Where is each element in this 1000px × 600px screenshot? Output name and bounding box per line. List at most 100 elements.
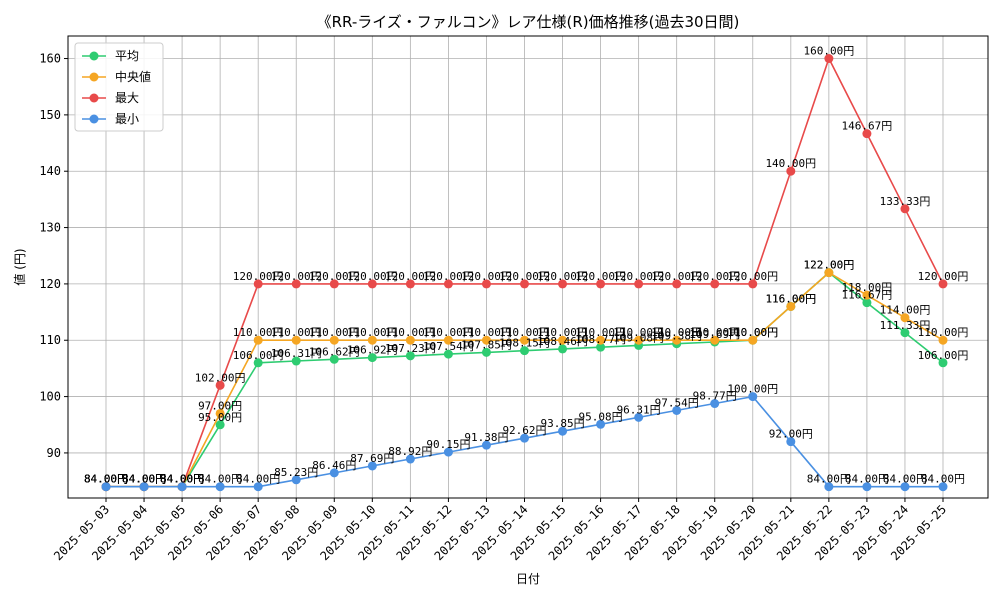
- data-point-平均: [558, 344, 568, 354]
- data-label: 133.33円: [880, 195, 931, 208]
- data-point-中央値: [862, 290, 872, 300]
- data-point-最大: [824, 54, 834, 64]
- data-label: 85.23円: [274, 466, 318, 479]
- data-point-平均: [862, 298, 872, 308]
- data-label: 93.85円: [540, 417, 584, 430]
- data-point-最小: [824, 482, 834, 492]
- data-label: 84.00円: [84, 473, 128, 486]
- data-label: 102.00円: [195, 371, 246, 384]
- data-label: 120.00円: [651, 270, 702, 283]
- data-label: 120.00円: [271, 270, 322, 283]
- data-point-最小: [558, 426, 568, 436]
- legend-marker: [89, 51, 99, 61]
- data-point-中央値: [520, 335, 529, 345]
- data-label: 84.00円: [122, 473, 166, 486]
- data-point-中央値: [253, 335, 263, 345]
- data-label: 107.23円: [385, 342, 436, 355]
- y-tick-label: 140: [39, 164, 61, 178]
- legend-label: 中央値: [115, 69, 151, 84]
- data-label: 110.00円: [689, 326, 740, 339]
- data-label: 110.00円: [347, 326, 398, 339]
- data-label: 91.38円: [464, 431, 508, 444]
- legend-marker: [89, 114, 99, 124]
- data-point-最小: [520, 433, 529, 443]
- data-label: 110.00円: [727, 326, 778, 339]
- data-label: 120.00円: [918, 270, 969, 283]
- data-label: 118.00円: [842, 281, 893, 294]
- data-label: 106.31円: [271, 347, 322, 360]
- data-label: 110.00円: [727, 326, 778, 339]
- data-point-中央値: [481, 335, 491, 345]
- data-label: 97.54円: [655, 396, 699, 409]
- data-point-最小: [291, 475, 301, 485]
- data-label: 84.00円: [845, 473, 889, 486]
- data-label: 122.00円: [803, 259, 854, 272]
- data-label: 140.00円: [765, 157, 816, 170]
- data-label: 84.00円: [883, 473, 927, 486]
- legend-box: [74, 42, 164, 132]
- data-point-最小: [215, 482, 225, 492]
- data-label: 84.00円: [160, 473, 204, 486]
- data-point-最小: [101, 482, 111, 492]
- data-label: 114.00円: [880, 304, 931, 317]
- data-point-平均: [215, 420, 225, 430]
- data-point-中央値: [596, 335, 606, 345]
- legend-marker: [89, 93, 99, 103]
- data-label: 108.15円: [499, 337, 550, 350]
- data-point-最小: [367, 461, 377, 471]
- legend-label: 平均: [115, 49, 139, 63]
- data-label: 100.00円: [727, 383, 778, 396]
- data-label: 84.00円: [236, 473, 280, 486]
- data-label: 120.00円: [727, 270, 778, 283]
- data-label: 90.15円: [426, 438, 470, 451]
- data-label: 108.77円: [575, 333, 626, 346]
- data-label: 160.00円: [803, 45, 854, 58]
- data-point-中央値: [824, 268, 834, 278]
- data-point-平均: [291, 356, 301, 366]
- data-point-中央値: [672, 335, 682, 345]
- data-label: 109.08円: [613, 331, 664, 344]
- data-label: 96.31円: [617, 403, 661, 416]
- y-tick-label: 90: [47, 446, 61, 460]
- data-label: 110.00円: [271, 326, 322, 339]
- data-point-最大: [634, 279, 644, 289]
- data-label: 84.00円: [84, 473, 128, 486]
- data-label: 120.00円: [461, 270, 512, 283]
- data-label: 110.00円: [423, 326, 474, 339]
- data-point-中央値: [786, 301, 796, 311]
- data-point-最大: [329, 279, 339, 289]
- data-label: 84.00円: [122, 473, 166, 486]
- data-label: 84.00円: [921, 473, 965, 486]
- data-point-最大: [481, 279, 491, 289]
- data-label: 97.00円: [198, 399, 242, 412]
- data-label: 120.00円: [309, 270, 360, 283]
- data-label: 110.00円: [651, 326, 702, 339]
- data-labels: 84.00円84.00円84.00円95.00円106.00円106.31円10…: [84, 45, 968, 486]
- data-point-最大: [900, 204, 910, 214]
- data-label: 106.92円: [347, 344, 398, 357]
- data-label: 107.85円: [461, 338, 512, 351]
- data-point-中央値: [748, 335, 758, 345]
- y-tick-label: 100: [39, 390, 61, 404]
- data-label: 120.00円: [575, 270, 626, 283]
- data-label: 116.00円: [765, 292, 816, 305]
- data-point-最大: [786, 166, 796, 176]
- data-point-平均: [900, 328, 910, 338]
- data-point-最小: [634, 412, 644, 422]
- data-point-最大: [253, 279, 263, 289]
- data-label: 84.00円: [160, 473, 204, 486]
- data-point-平均: [938, 358, 948, 368]
- data-point-最小: [938, 482, 948, 492]
- data-point-最小: [481, 440, 491, 450]
- data-label: 116.00円: [765, 292, 816, 305]
- data-label: 116.67円: [842, 289, 893, 302]
- data-label: 146.67円: [842, 120, 893, 133]
- data-point-最小: [329, 468, 339, 478]
- data-point-最大: [596, 279, 606, 289]
- data-point-最大: [215, 380, 225, 390]
- data-point-中央値: [405, 335, 415, 345]
- data-point-最大: [520, 279, 529, 289]
- y-tick-label: 110: [39, 333, 61, 347]
